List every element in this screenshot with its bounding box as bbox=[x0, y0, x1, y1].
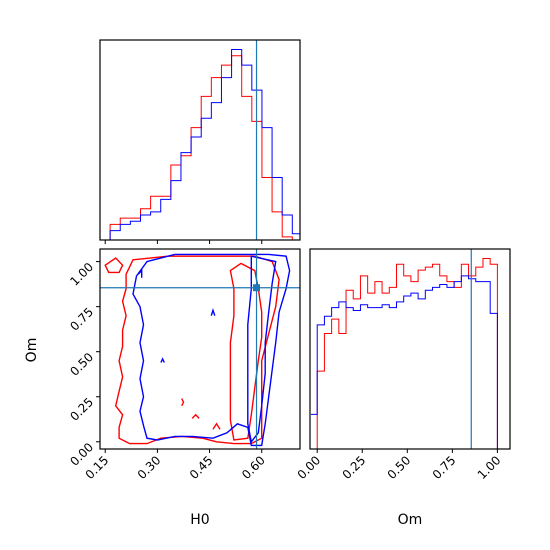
y-axis-label-om: Om bbox=[24, 338, 40, 363]
contour-x-tick-label: 0.60 bbox=[239, 453, 268, 482]
x-axis-label-h0: H0 bbox=[190, 512, 209, 528]
contour-blue-outer bbox=[132, 253, 291, 447]
contour-y-tick-label: 1.00 bbox=[67, 260, 96, 289]
contour-truth-marker bbox=[253, 284, 261, 292]
om-x-tick-label: 0.50 bbox=[385, 453, 414, 482]
contour-x-tick-label: 0.45 bbox=[187, 453, 216, 482]
contour-red-blob-0 bbox=[104, 257, 124, 274]
om-x-tick-label: 0.25 bbox=[340, 453, 369, 482]
h0-hist-series-1 bbox=[100, 49, 300, 241]
x-axis-label-om: Om bbox=[398, 512, 423, 528]
om-x-tick-label: 0.75 bbox=[430, 453, 459, 482]
h0-hist-series-0 bbox=[100, 55, 300, 241]
contour-frame bbox=[99, 248, 301, 450]
contour-blue-blob-0 bbox=[137, 268, 143, 278]
contour-panel: 0.15 0.30 0.45 0.600.000.250.500.751.00 bbox=[67, 248, 301, 482]
contour-red-inner bbox=[229, 262, 263, 441]
contour-x-tick-label: 0.30 bbox=[135, 453, 164, 482]
h0-histogram-panel bbox=[99, 39, 301, 244]
h0-frame bbox=[99, 39, 301, 241]
om-hist-series-1 bbox=[310, 275, 510, 450]
om-x-tick-label: 0.00 bbox=[295, 453, 324, 482]
contour-blue-blob-2 bbox=[210, 308, 216, 316]
contour-blue-inner bbox=[247, 255, 277, 444]
contour-red-blob-2 bbox=[191, 413, 200, 419]
contour-blue-blob-1 bbox=[160, 357, 165, 363]
contour-y-tick-label: 0.75 bbox=[67, 305, 96, 334]
om-frame bbox=[309, 248, 511, 450]
contour-red-blob-1 bbox=[181, 398, 185, 407]
om-histogram-panel: 0.00 0.25 0.50 0.75 1.00 bbox=[295, 248, 511, 482]
contour-y-tick-label: 0.50 bbox=[67, 350, 96, 379]
om-x-tick-label: 1.00 bbox=[475, 453, 504, 482]
om-hist-series-0 bbox=[310, 258, 510, 450]
contour-red-blob-3 bbox=[212, 422, 221, 430]
contour-y-tick-label: 0.25 bbox=[67, 395, 96, 424]
